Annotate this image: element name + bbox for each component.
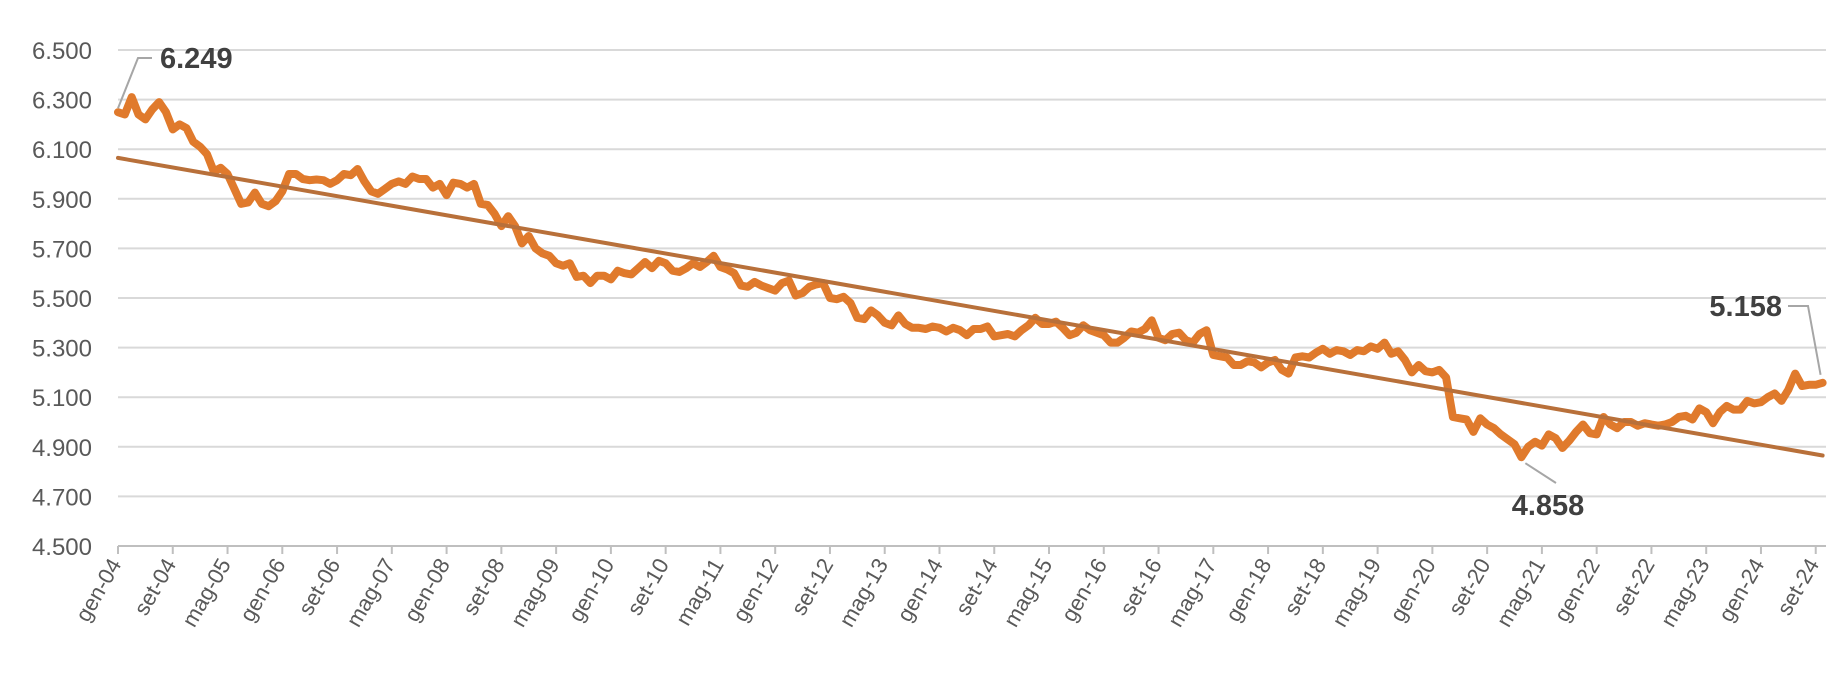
y-tick-label: 5.900 [32,187,92,214]
x-tick-label: mag-23 [1656,554,1715,631]
y-tick-label: 5.100 [32,385,92,412]
x-tick-label: mag-07 [341,554,400,631]
x-tick-label: mag-17 [1163,554,1222,631]
trend-line [116,155,1825,458]
series-layer [114,93,1827,462]
x-tick-label: gen-24 [1713,554,1769,626]
x-tick-label: set-18 [1279,554,1331,619]
x-tick-label: mag-19 [1327,554,1386,631]
x-tick-label: mag-09 [506,554,565,631]
x-tick-label: set-04 [129,554,181,619]
y-tick-label: 4.900 [32,435,92,462]
x-tick-label: gen-08 [399,554,455,626]
y-tick-label: 5.500 [32,286,92,313]
x-tick-label: gen-16 [1056,554,1112,626]
x-tick-label: gen-12 [728,554,784,626]
annotation-leader [1788,305,1822,375]
annotation-leader [117,57,152,109]
x-tick-label: gen-04 [70,554,126,626]
x-tick-label: set-22 [1608,554,1660,619]
annotations: 6.249 4.858 5.158 [117,43,1822,522]
y-axis: 4.500 4.700 4.900 5.100 5.300 5.500 5.700 5.900… [32,38,92,561]
x-tick-label: mag-15 [998,554,1057,631]
annotation-leader [1524,462,1557,484]
x-tick-label: set-12 [786,554,838,619]
y-tick-label: 4.700 [32,484,92,511]
y-tick-label: 4.500 [32,534,92,561]
annotation-end-value: 5.158 [1709,291,1782,323]
x-tick-label: mag-21 [1491,554,1550,631]
x-tick-label: gen-18 [1220,554,1276,626]
x-tick-label: set-10 [622,554,674,619]
x-tick-label: mag-11 [671,554,729,630]
x-tick-label: set-06 [293,554,345,619]
x-tick-label: gen-14 [892,554,948,626]
x-tick-label: gen-22 [1549,554,1605,626]
x-tick-label: set-08 [457,554,509,619]
y-tick-label: 6.500 [32,38,92,65]
y-tick-label: 6.300 [32,88,92,115]
x-tick-label: set-24 [1772,554,1824,619]
x-tick-label: mag-13 [834,554,893,631]
series-line [114,93,1827,462]
x-tick-label: set-14 [950,554,1002,619]
y-tick-label: 5.700 [32,236,92,263]
annotation-start-value: 6.249 [160,43,233,75]
x-tick-label: set-16 [1115,554,1167,619]
y-tick-label: 6.100 [32,137,92,164]
y-tick-label: 5.300 [32,336,92,363]
x-tick-label: mag-05 [177,554,236,631]
x-tick-label: gen-10 [563,554,619,626]
x-tick-label: gen-06 [235,554,291,626]
x-tick-label: set-20 [1443,554,1495,619]
gridlines [118,49,1826,498]
x-tick-label: gen-20 [1385,554,1441,626]
annotation-min-value: 4.858 [1512,490,1585,522]
